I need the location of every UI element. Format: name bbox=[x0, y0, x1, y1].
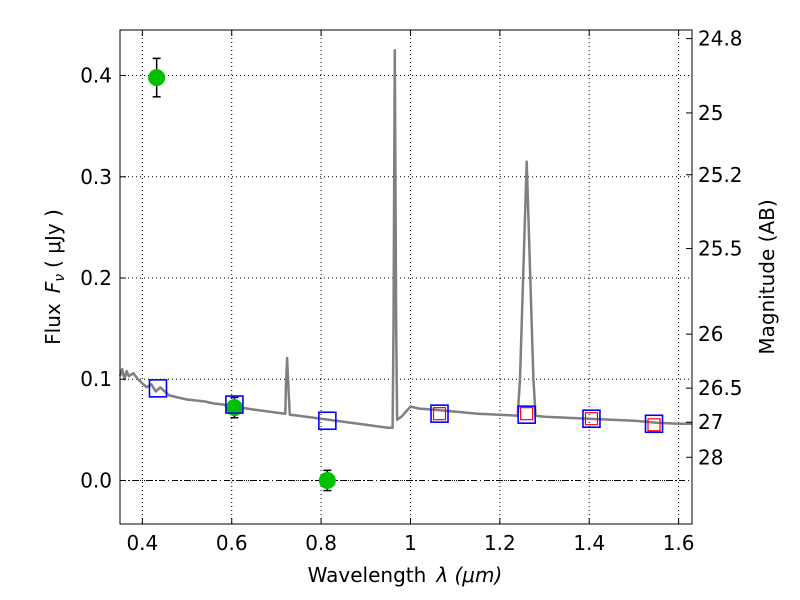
observed-marker bbox=[318, 471, 336, 489]
model-photometry-marker bbox=[148, 379, 168, 398]
observed-point bbox=[148, 57, 166, 98]
y-axis-title-unit: ( μJy ) bbox=[41, 209, 65, 268]
observed-point bbox=[318, 469, 336, 492]
x-axis-title-word: Wavelength bbox=[308, 563, 427, 587]
model-photometry-points bbox=[148, 379, 664, 434]
plot-frame bbox=[119, 29, 693, 525]
observed-marker bbox=[148, 69, 166, 87]
x-tick-label: 0.4 bbox=[126, 531, 158, 555]
x-tick-label: 1.4 bbox=[573, 531, 605, 555]
sed-model-line bbox=[118, 48, 692, 430]
model-photometry-marker bbox=[644, 414, 664, 434]
photometry-inner-marker bbox=[432, 407, 447, 421]
mag-tick-label: 28 bbox=[698, 445, 723, 469]
x-tick-label: 1 bbox=[404, 531, 417, 555]
y-tick-label: 0.1 bbox=[80, 367, 112, 391]
y-tick-label: 0.2 bbox=[80, 266, 112, 290]
x-tick-label: 0.6 bbox=[216, 531, 248, 555]
mag-tick-label: 27 bbox=[698, 410, 723, 434]
sed-model-series bbox=[118, 48, 692, 430]
y-tick-label: 0.3 bbox=[80, 165, 112, 189]
model-photometry-marker bbox=[517, 405, 536, 424]
x-tick-label: 1.6 bbox=[663, 531, 695, 555]
observed-point bbox=[225, 396, 243, 419]
model-photometry-marker bbox=[225, 395, 244, 414]
y-axis-title: Flux Fν ( μJy ) bbox=[41, 209, 68, 345]
mag-tick-label: 25 bbox=[698, 101, 723, 125]
mag-tick-label: 25.2 bbox=[698, 163, 743, 187]
model-photometry-marker bbox=[430, 404, 449, 423]
axis-ticks bbox=[120, 30, 692, 524]
photometry-inner-marker bbox=[647, 418, 661, 432]
mag-tick-label: 25.5 bbox=[698, 237, 743, 261]
tick-labels: 0.4 0.6 0.8 1 1.2 1.4 1.6 0.0 0.1 0.2 0.3 0.4 24.8 25… bbox=[80, 27, 742, 555]
mag-tick-label: 26.5 bbox=[698, 376, 743, 400]
x-tick-label: 1.2 bbox=[484, 531, 516, 555]
x-axis-title-symbol: λ (μm) bbox=[435, 563, 502, 587]
model-photometry-marker bbox=[318, 411, 337, 431]
y-tick-label: 0.4 bbox=[80, 64, 112, 88]
y-axis-title-word: Flux bbox=[41, 303, 65, 345]
observed-points bbox=[148, 57, 336, 492]
mag-tick-label: 24.8 bbox=[698, 27, 743, 51]
y-axis-title-subscript: ν bbox=[52, 274, 68, 282]
x-axis-title: Wavelength λ (μm) bbox=[308, 563, 503, 587]
x-tick-label: 0.8 bbox=[305, 531, 337, 555]
photometry-inner-marker bbox=[584, 412, 599, 426]
grid-lines bbox=[120, 30, 692, 524]
model-photometry-marker bbox=[582, 409, 601, 429]
photometry-inner-marker bbox=[520, 407, 534, 421]
y-tick-label: 0.0 bbox=[80, 468, 112, 492]
y-axis-title-symbol: F bbox=[41, 281, 65, 293]
y2-axis-title: Magnitude (AB) bbox=[755, 199, 779, 354]
mag-tick-label: 26 bbox=[698, 322, 723, 346]
